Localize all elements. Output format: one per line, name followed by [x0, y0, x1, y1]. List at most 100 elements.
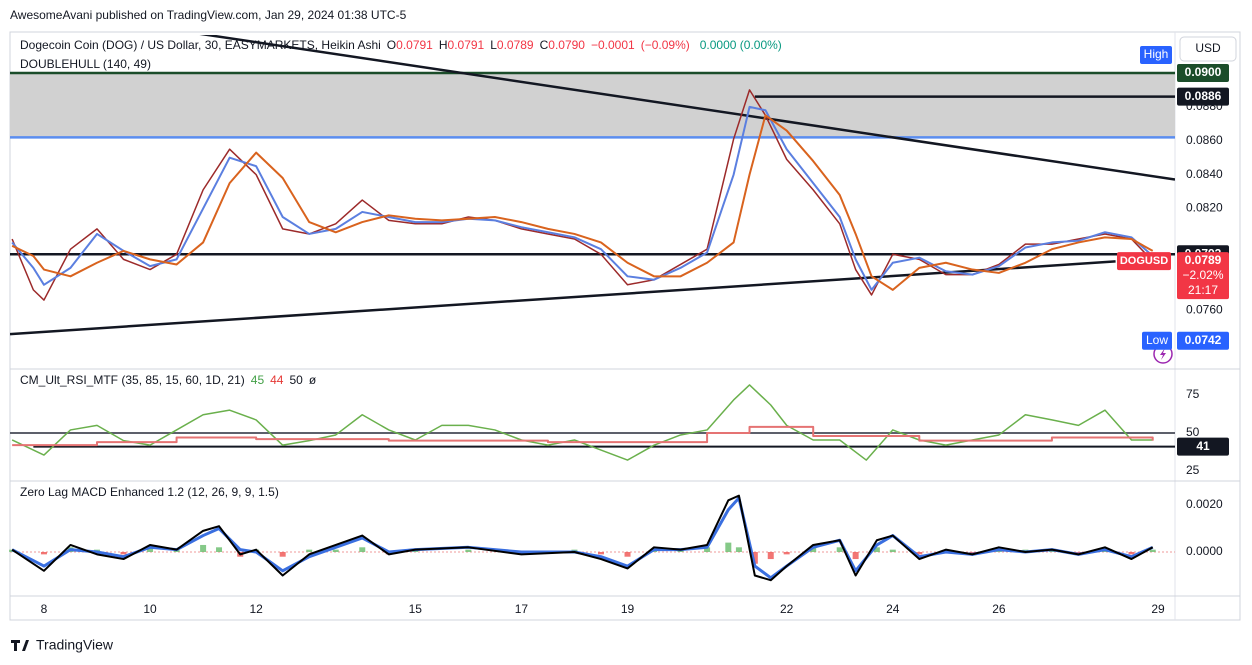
symbol-tag-bg [1117, 252, 1171, 271]
level-label: 0.0900 [1185, 65, 1222, 79]
ohlc-value: 0.0789 [497, 38, 534, 52]
level-label-bg [1177, 437, 1229, 456]
symbol-tag: DOGUSD [1120, 255, 1168, 267]
histogram-bar [465, 549, 472, 553]
y-tick-label: 25 [1186, 463, 1200, 477]
histogram-bar [725, 542, 732, 553]
chart-frame [9, 31, 1241, 621]
legend-title: Zero Lag MACD Enhanced 1.2 (12, 26, 9, 9… [20, 485, 279, 499]
level-label: 41 [1196, 439, 1210, 453]
legend-title: CM_Ult_RSI_MTF (35, 85, 15, 60, 1D, 21) [20, 373, 245, 387]
ohlc-key: L [490, 38, 497, 52]
histogram-bar [916, 552, 923, 555]
low-price-label-bg [1177, 331, 1229, 350]
histogram-bar [836, 547, 843, 553]
histogram-bar [751, 552, 758, 564]
currency-button[interactable] [1179, 36, 1237, 62]
x-tick-label: 17 [515, 602, 529, 616]
histogram-bar [852, 552, 859, 560]
x-tick-label: 19 [621, 602, 635, 616]
legend-volume: 0.0000 (0.00%) [700, 38, 782, 52]
series-line [12, 425, 1154, 447]
histogram-bar [279, 552, 286, 557]
series-line [11, 89, 1154, 301]
indicator-legend: DOUBLEHULL (140, 49) [20, 57, 151, 71]
x-tick-label: 26 [992, 602, 1006, 616]
histogram-bar [767, 552, 774, 560]
y-tick-label: 0.0860 [1186, 133, 1223, 147]
low-badge: Low [1146, 333, 1168, 347]
legend-input: 45 [251, 373, 265, 387]
series-line [11, 105, 1154, 291]
low-badge-bg [1142, 331, 1172, 350]
legend-change-pct: (−0.09%) [641, 38, 690, 52]
histogram-bar [810, 547, 817, 553]
price-zone [10, 72, 1175, 138]
series-line [11, 494, 1154, 582]
histogram-bar [359, 547, 366, 553]
histogram-bar [704, 547, 711, 553]
histogram-bar [306, 549, 313, 553]
series-line [11, 384, 1153, 461]
histogram-bar [889, 549, 896, 553]
histogram-bar [1128, 552, 1135, 555]
pane-legend: Zero Lag MACD Enhanced 1.2 (12, 26, 9, 9… [20, 485, 279, 499]
alert-icon-bolt [1160, 348, 1166, 360]
histogram-bar [200, 544, 207, 553]
histogram-bar [597, 552, 604, 555]
y-tick-label: 75 [1186, 387, 1200, 401]
histogram-bar [332, 549, 339, 553]
high-badge-bg [1140, 45, 1172, 64]
last-price-bg [1177, 252, 1229, 300]
x-tick-label: 22 [780, 602, 794, 616]
x-tick-label: 29 [1151, 602, 1165, 616]
pane-legend: CM_Ult_RSI_MTF (35, 85, 15, 60, 1D, 21) 4… [20, 373, 317, 387]
histogram-bar [783, 552, 790, 555]
y-tick-label: 0.0020 [1186, 497, 1223, 511]
level-label-bg [1177, 87, 1229, 106]
legend-input: 44 [270, 373, 284, 387]
ohlc-value: 0.0791 [396, 38, 433, 52]
currency-label[interactable]: USD [1195, 41, 1221, 55]
ohlc-key: O [387, 38, 396, 52]
low-price-label: 0.0742 [1185, 333, 1222, 347]
footer-brand: TradingView [36, 637, 114, 653]
ohlc-value: 0.0790 [548, 38, 585, 52]
tv-logo [11, 640, 29, 651]
pane-legend: Dogecoin Coin (DOG) / US Dollar, 30, EAS… [20, 38, 782, 52]
legend-symbol: ø [309, 373, 317, 387]
x-tick-label: 8 [41, 602, 48, 616]
y-tick-label: 0.0840 [1186, 167, 1223, 181]
legend-change: −0.0001 [591, 38, 635, 52]
histogram-bar [735, 547, 742, 553]
histogram-bar [147, 547, 154, 553]
histogram-bar [624, 552, 631, 557]
last-change: −2.02% [1182, 268, 1223, 282]
legend-title: Dogecoin Coin (DOG) / US Dollar, 30, EAS… [20, 38, 381, 52]
y-tick-label: 50 [1186, 425, 1200, 439]
histogram-bar [40, 552, 47, 555]
ohlc-key: C [540, 38, 549, 52]
publish-header: AwesomeAvani published on TradingView.co… [10, 8, 407, 22]
level-label-bg [1177, 63, 1229, 82]
histogram-bar [873, 547, 880, 553]
x-tick-label: 10 [143, 602, 157, 616]
high-badge: High [1144, 47, 1169, 61]
histogram-bar [1149, 549, 1156, 553]
ohlc-value: 0.0791 [448, 38, 485, 52]
x-tick-label: 24 [886, 602, 900, 616]
legend-input: 50 [289, 373, 303, 387]
ohlc-key: H [439, 38, 448, 52]
level-label: 0.0886 [1185, 89, 1222, 103]
y-tick-label: 0.0760 [1186, 302, 1223, 316]
trendline [199, 35, 1175, 181]
histogram-bar [216, 547, 223, 553]
x-tick-label: 12 [249, 602, 263, 616]
bar-countdown: 21:17 [1188, 283, 1218, 297]
x-tick-label: 15 [409, 602, 423, 616]
last-price: 0.0789 [1185, 253, 1222, 267]
series-line [11, 114, 1154, 291]
trendline [10, 260, 1116, 336]
